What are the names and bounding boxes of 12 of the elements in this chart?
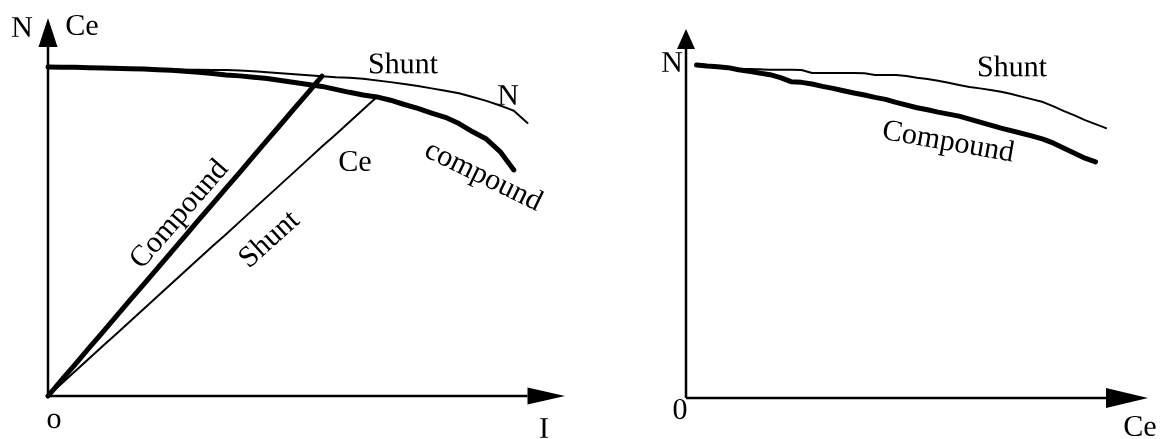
series-label: Shunt bbox=[369, 52, 438, 74]
annotation: Ce bbox=[339, 150, 371, 172]
text: Ce bbox=[66, 14, 98, 36]
series-label: Shunt bbox=[979, 55, 1047, 77]
text: Compound bbox=[883, 120, 1014, 162]
x-axis-title: I bbox=[540, 418, 548, 438]
x-axis-title: Ce bbox=[1124, 415, 1156, 437]
text: o bbox=[47, 413, 61, 429]
annotation: N bbox=[498, 85, 519, 105]
y-axis-title: N bbox=[662, 52, 683, 72]
y-axis-title: N bbox=[12, 17, 33, 37]
text: 0 bbox=[673, 398, 687, 420]
